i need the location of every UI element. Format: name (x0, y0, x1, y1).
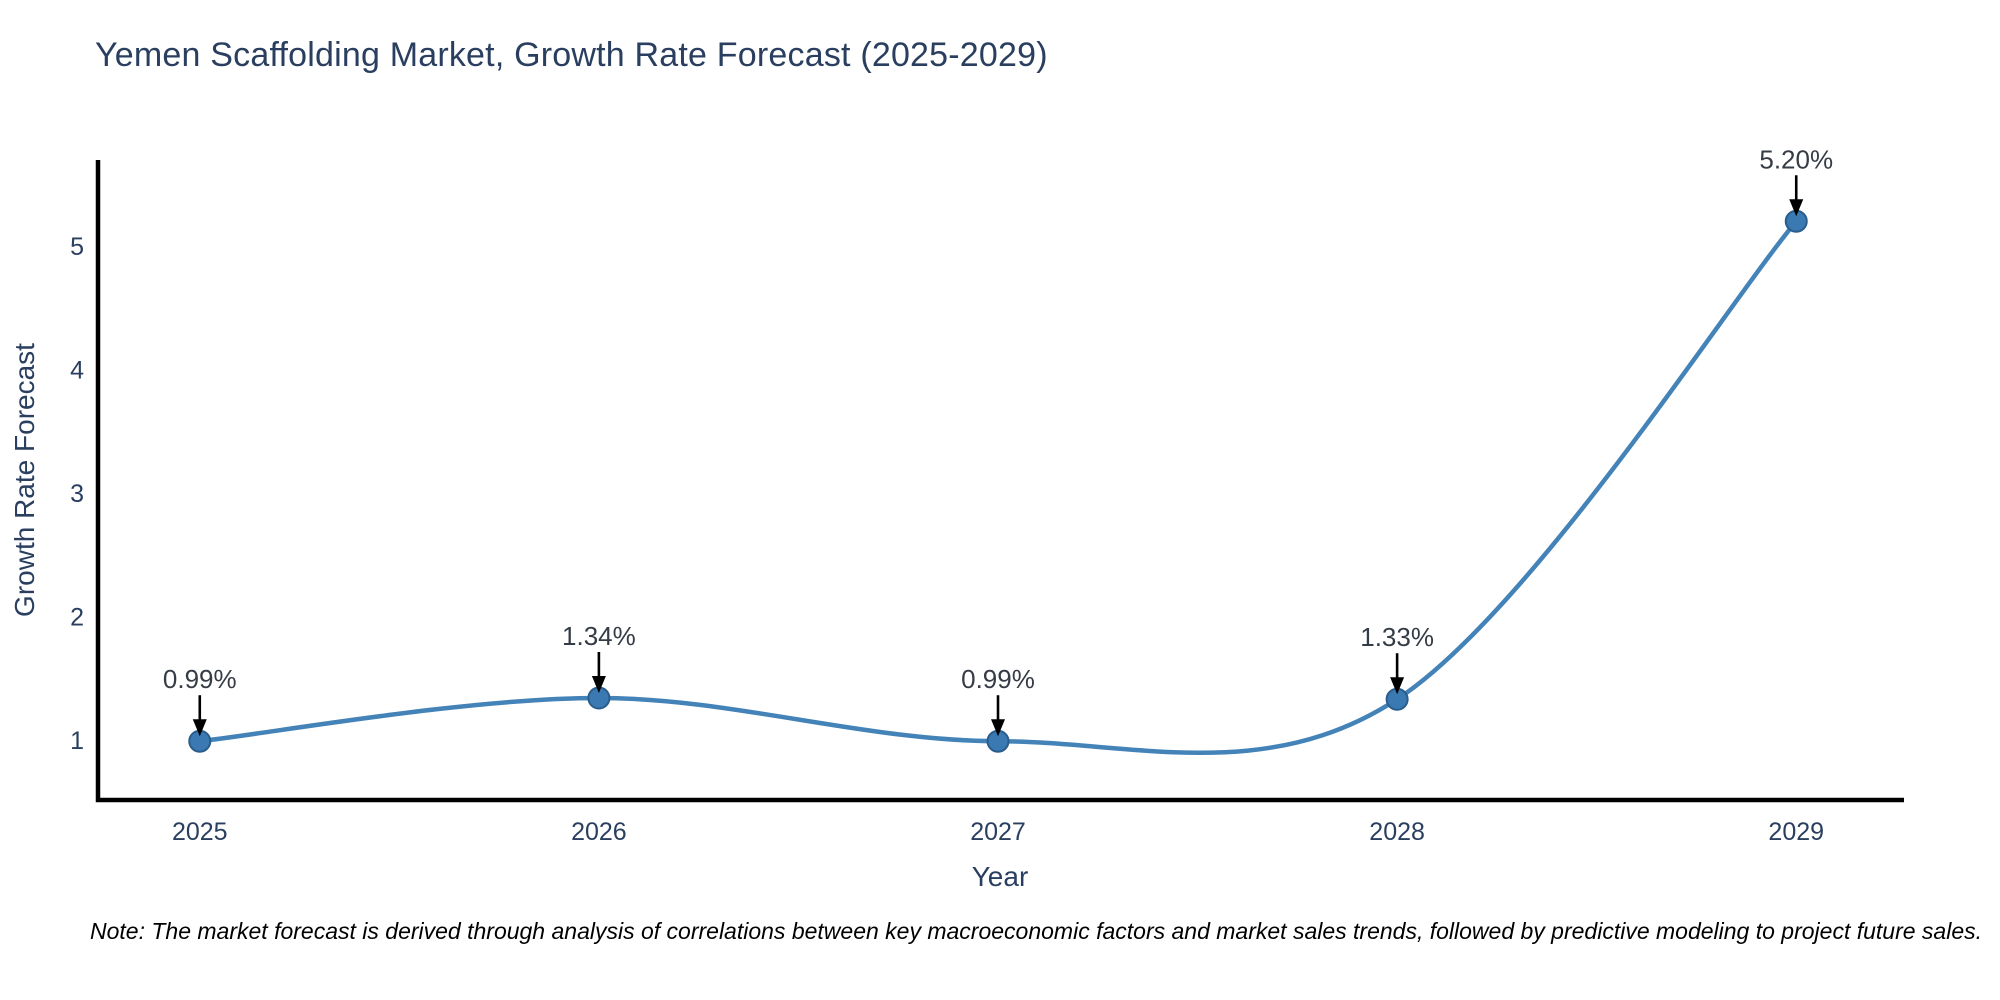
annotation-arrow-head (991, 719, 1006, 737)
forecast-line (197, 219, 1799, 756)
x-axis-title: Year (972, 861, 1029, 892)
y-tick-label: 3 (70, 480, 84, 508)
annotation-arrow-head (1390, 677, 1405, 695)
point-annotation: 0.99% (961, 664, 1035, 737)
footnote: Note: The market forecast is derived thr… (90, 918, 1983, 944)
point-annotation: 1.34% (562, 621, 636, 693)
x-tick-label: 2025 (172, 818, 228, 846)
x-tick-label: 2028 (1369, 818, 1425, 846)
point-annotations: 0.99% 1.34% 0.99% 1.33% 5.20% (163, 144, 1833, 737)
y-axis-title: Growth Rate Forecast (9, 343, 40, 617)
x-axis-ticks: 2025 2026 2027 2028 2029 (172, 818, 1824, 846)
annotation-arrow-head (591, 675, 606, 693)
annotation-arrow-head (192, 719, 207, 737)
annotation-value-label: 1.34% (562, 621, 636, 651)
x-tick-label: 2029 (1768, 818, 1824, 846)
point-annotation: 0.99% (163, 664, 237, 737)
x-tick-label: 2027 (970, 818, 1026, 846)
axis-spines (95, 160, 1904, 803)
x-tick-label: 2026 (571, 818, 627, 846)
point-annotation: 1.33% (1360, 622, 1434, 695)
annotation-value-label: 1.33% (1360, 622, 1434, 652)
y-tick-label: 4 (70, 356, 84, 384)
point-annotation: 5.20% (1759, 144, 1833, 217)
annotation-value-label: 0.99% (961, 664, 1035, 694)
annotation-value-label: 0.99% (163, 664, 237, 694)
y-tick-label: 2 (70, 603, 84, 631)
y-tick-label: 1 (70, 727, 84, 755)
annotation-arrow-head (1789, 199, 1804, 217)
chart-title: Yemen Scaffolding Market, Growth Rate Fo… (95, 36, 1048, 74)
y-tick-label: 5 (70, 233, 84, 261)
y-axis-ticks: 1 2 3 4 5 (70, 233, 84, 755)
annotation-value-label: 5.20% (1759, 144, 1833, 174)
